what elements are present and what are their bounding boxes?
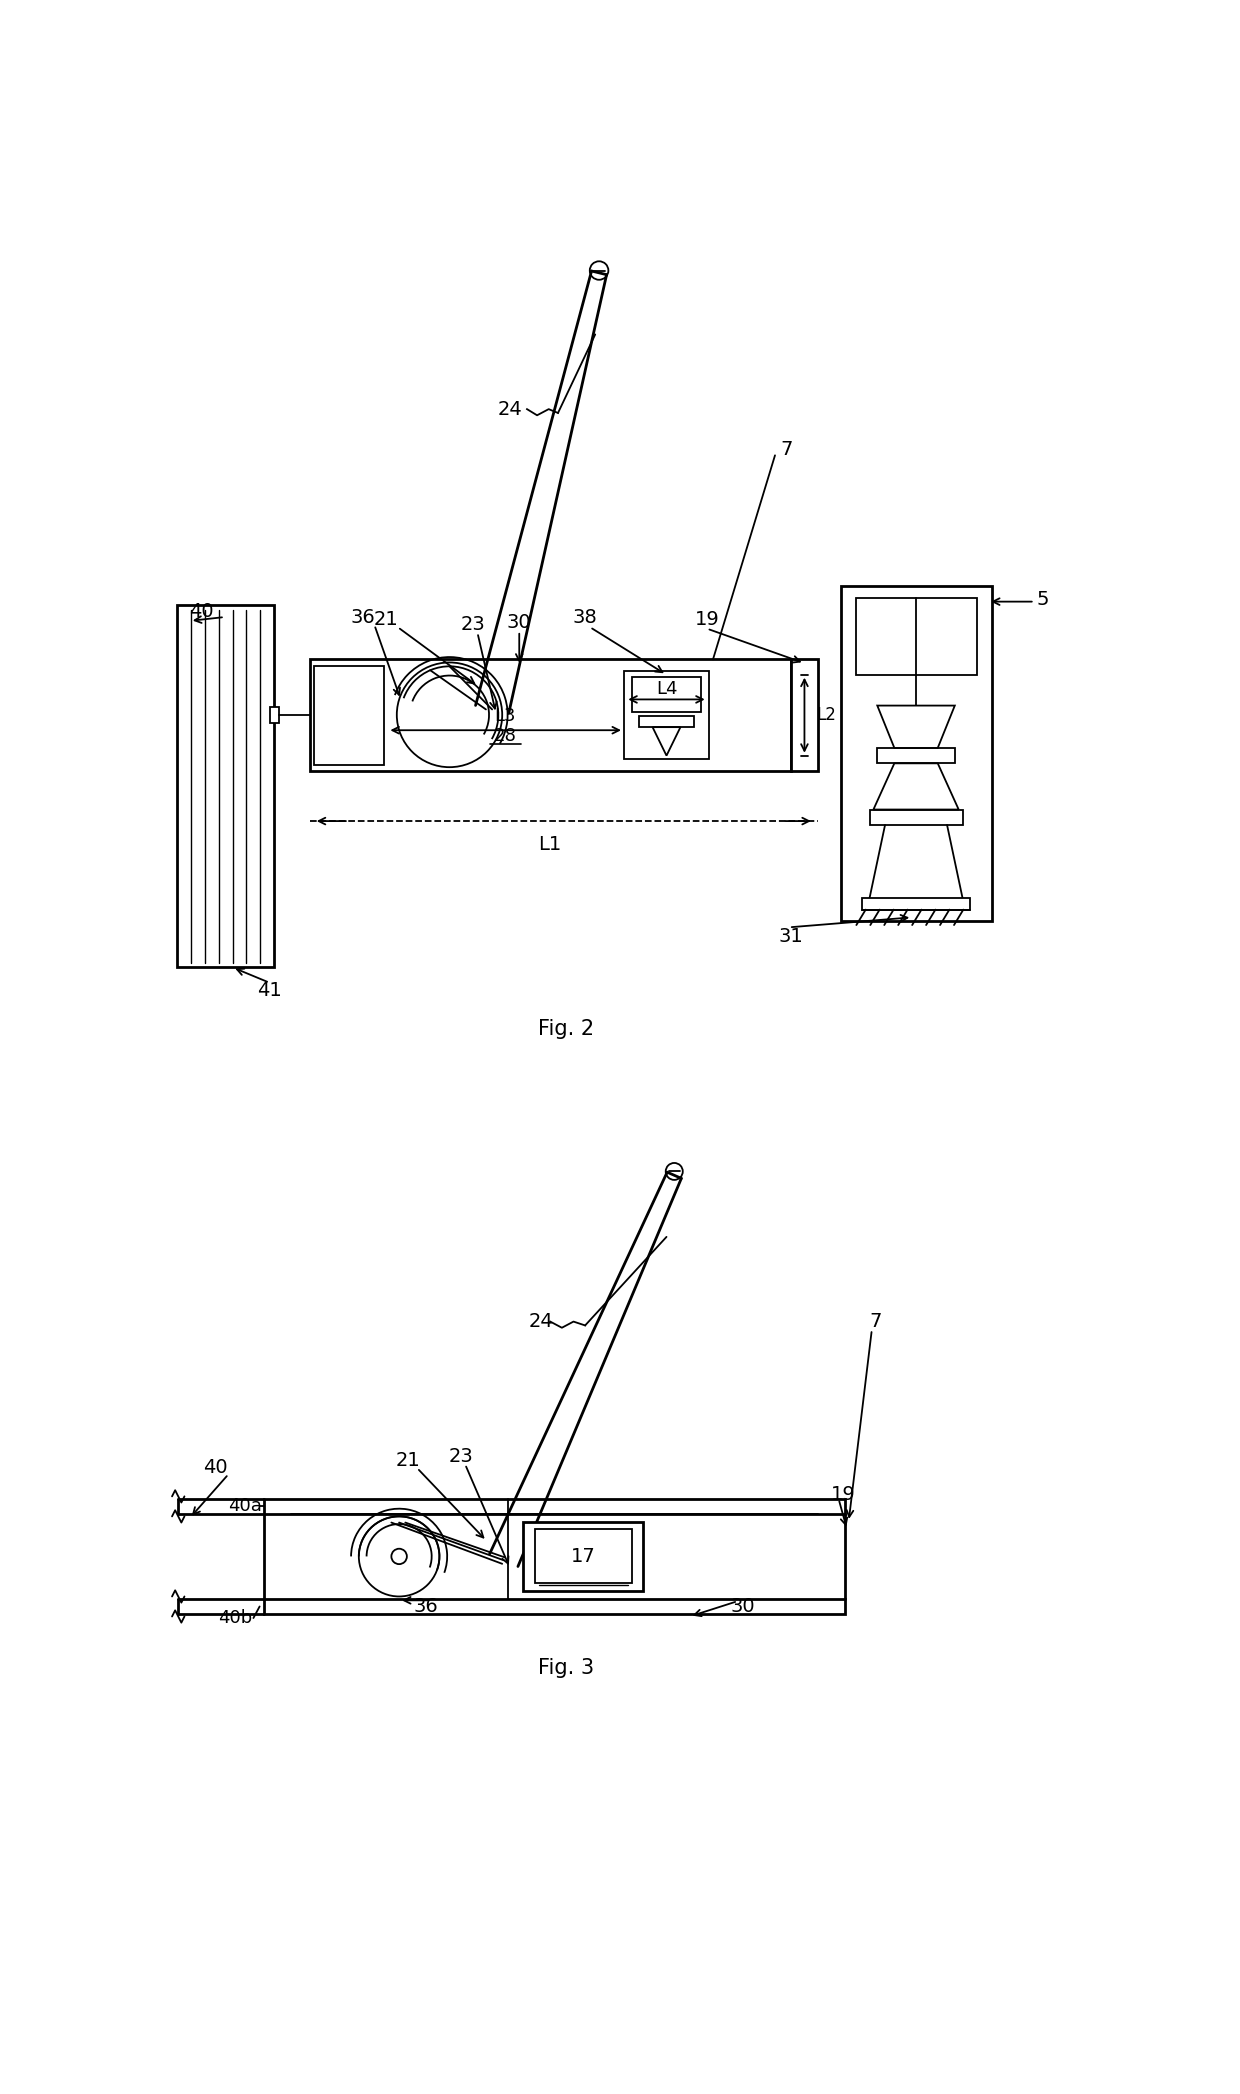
Text: 30: 30 (507, 614, 532, 632)
Text: 40a: 40a (228, 1497, 262, 1516)
Text: 19: 19 (831, 1485, 856, 1503)
Text: 7: 7 (780, 440, 792, 459)
Bar (523, 1522, 644, 1591)
Bar (862, 898, 971, 909)
Bar (310, 660, 791, 771)
Polygon shape (652, 727, 681, 756)
Text: 38: 38 (573, 607, 598, 626)
Bar (631, 676, 702, 712)
Text: 17: 17 (570, 1547, 595, 1566)
Bar (640, 716, 693, 727)
Bar (263, 1499, 844, 1514)
Bar (869, 810, 962, 825)
Text: L4: L4 (656, 681, 677, 697)
Text: 21: 21 (396, 1451, 420, 1470)
Text: 21: 21 (373, 609, 398, 628)
Text: 19: 19 (694, 609, 719, 628)
Text: 36: 36 (414, 1598, 439, 1617)
Text: 5: 5 (1037, 591, 1049, 609)
Text: 7: 7 (869, 1313, 882, 1332)
Text: L2: L2 (816, 706, 836, 725)
Text: 23: 23 (449, 1447, 474, 1466)
Text: 40: 40 (190, 603, 213, 622)
Text: Fig. 3: Fig. 3 (538, 1658, 594, 1677)
Bar (791, 660, 817, 771)
Polygon shape (873, 764, 959, 810)
Text: 24: 24 (528, 1313, 553, 1332)
Polygon shape (878, 706, 955, 748)
Bar (841, 586, 992, 921)
Text: 40b: 40b (218, 1608, 252, 1627)
Bar (314, 666, 383, 764)
Text: 23: 23 (460, 616, 485, 634)
Text: 28: 28 (494, 727, 517, 745)
Bar (270, 708, 279, 722)
Text: 30: 30 (730, 1598, 755, 1617)
Text: Fig. 2: Fig. 2 (538, 1020, 594, 1039)
Text: L1: L1 (538, 836, 562, 854)
Text: 36: 36 (351, 607, 374, 626)
Bar (263, 1600, 844, 1614)
Text: 41: 41 (258, 980, 281, 1001)
Text: 31: 31 (779, 928, 802, 946)
Text: 24: 24 (497, 400, 522, 419)
Bar (624, 670, 709, 760)
Bar (878, 748, 955, 764)
Bar (534, 1529, 631, 1583)
Bar (176, 605, 274, 967)
Bar (857, 597, 977, 674)
Text: 40: 40 (203, 1457, 228, 1478)
Text: L3: L3 (495, 708, 516, 725)
